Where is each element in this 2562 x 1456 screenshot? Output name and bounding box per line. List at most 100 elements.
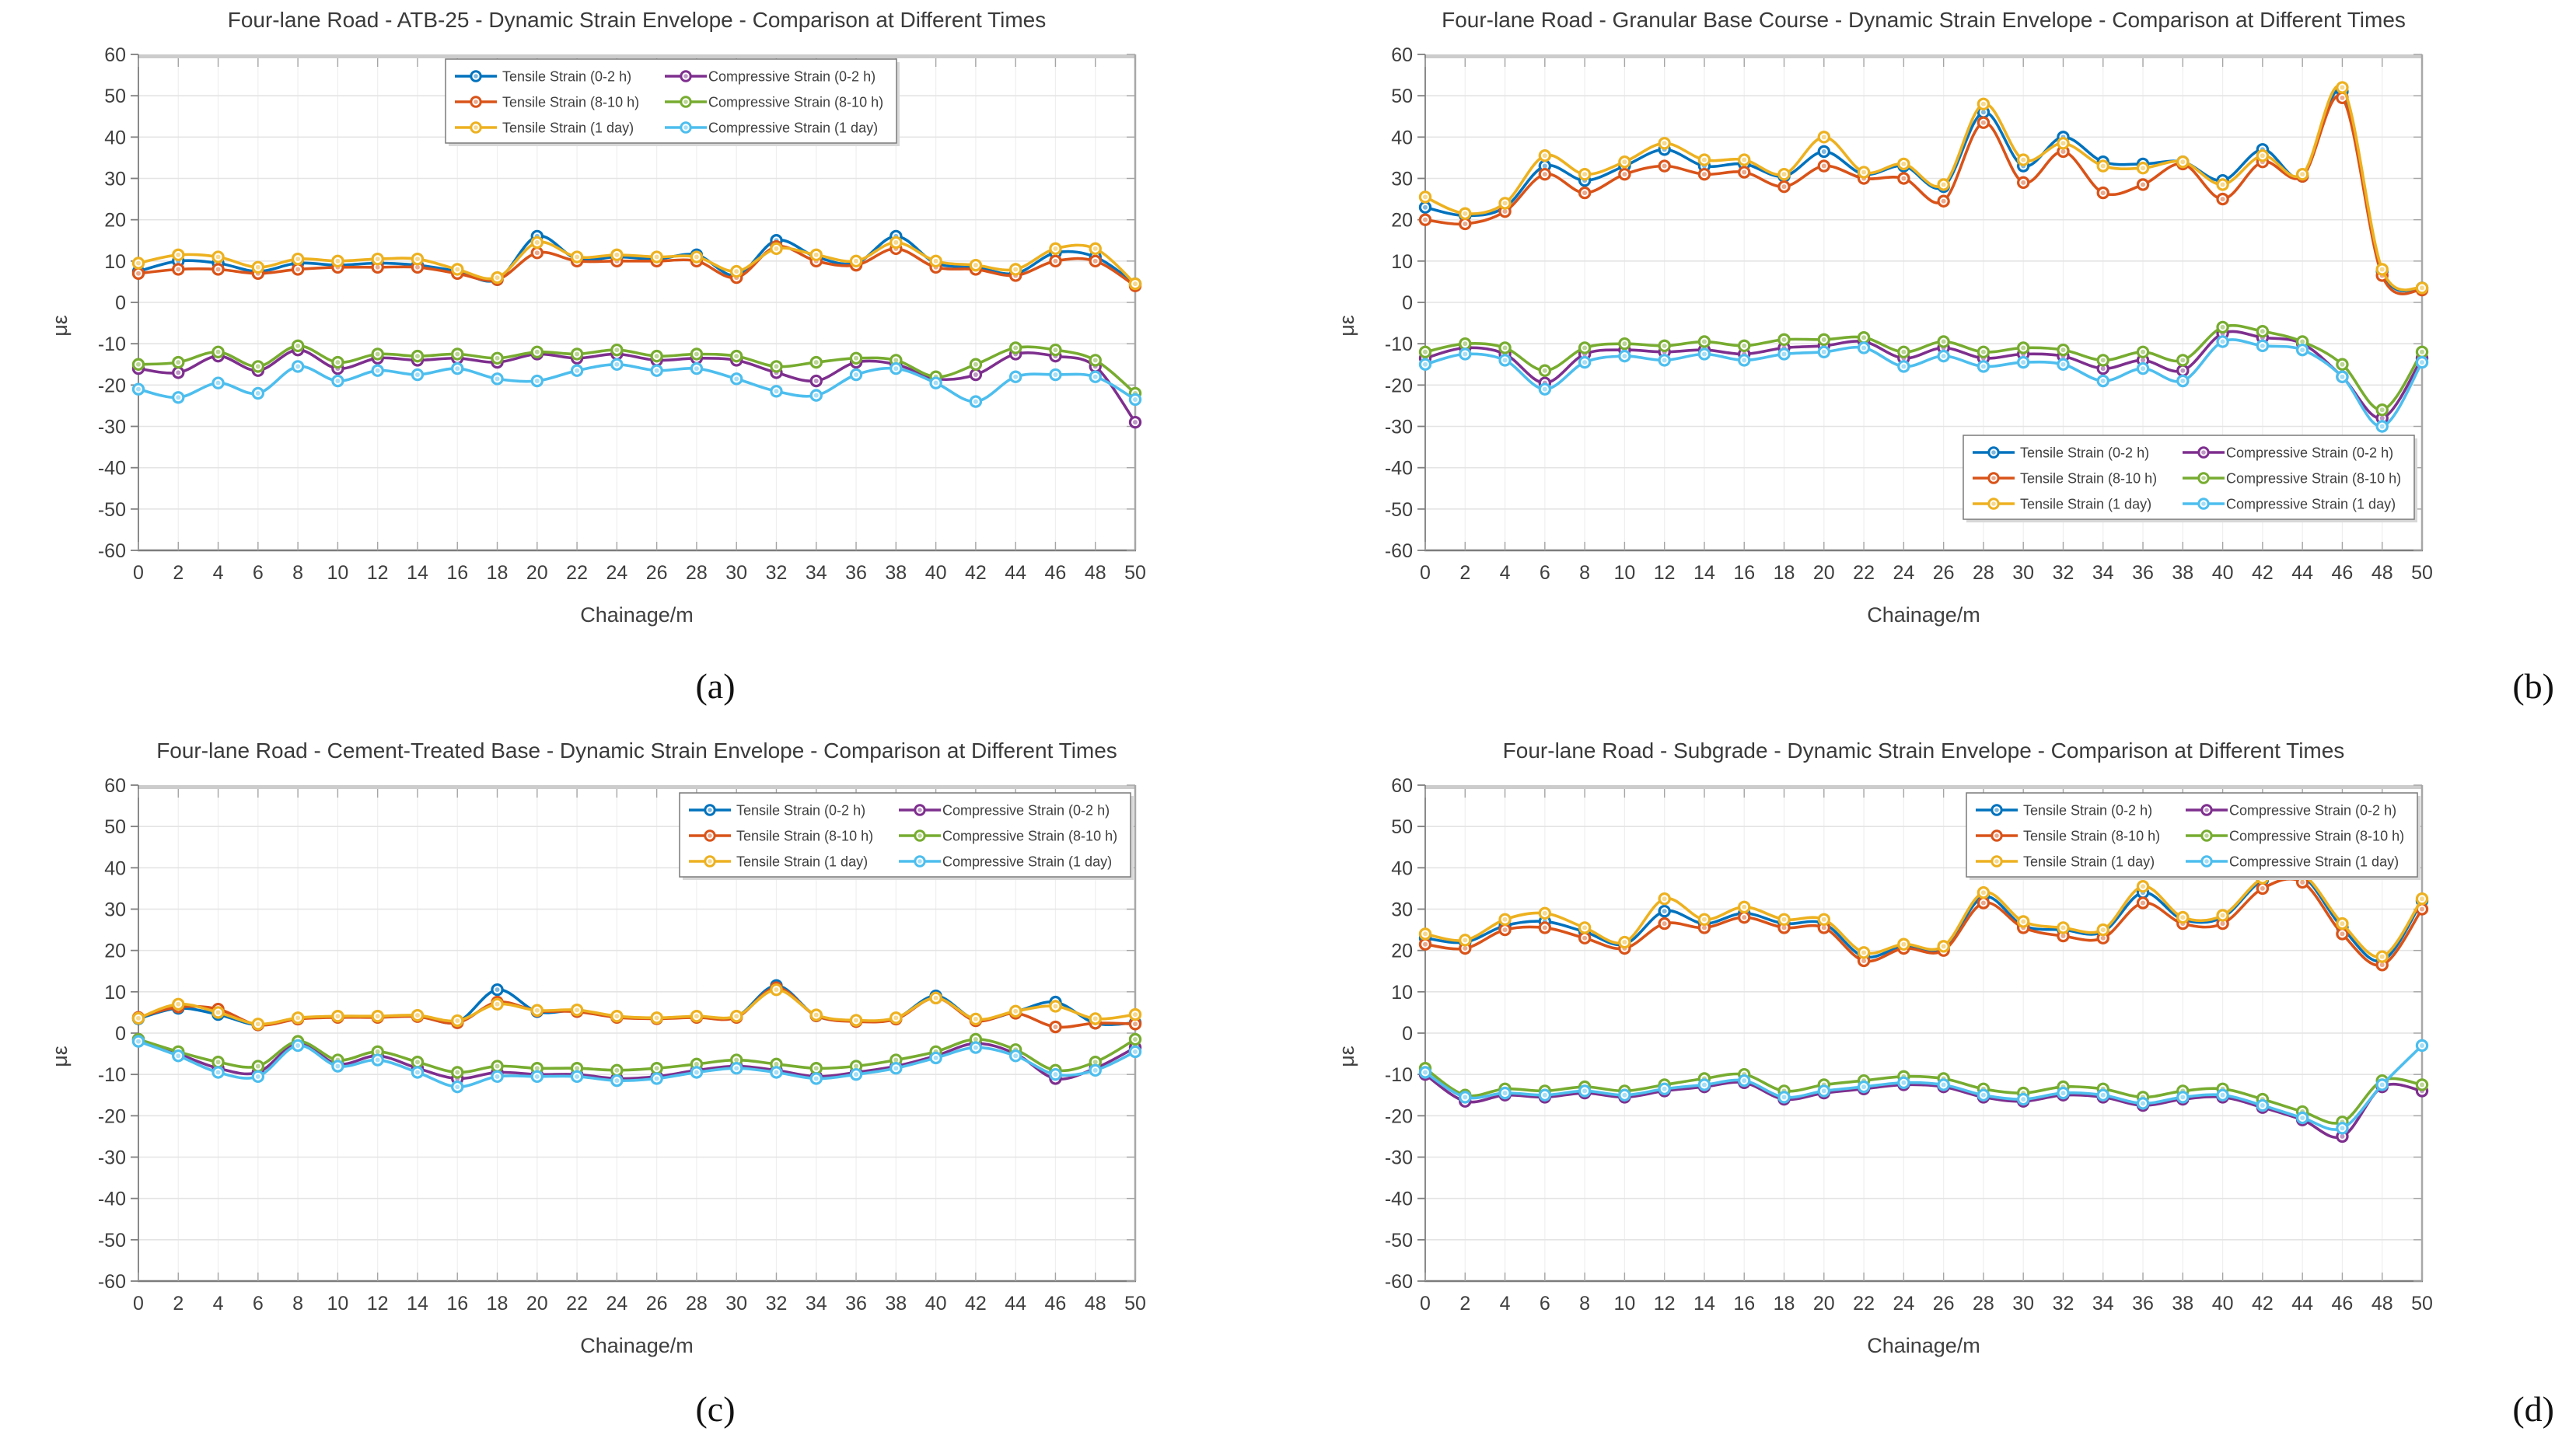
data-point-marker-core bbox=[375, 368, 380, 373]
figure-panel-d: Four-lane Road - Subgrade - Dynamic Stra… bbox=[1306, 731, 2562, 1415]
x-tick-label: 36 bbox=[2132, 1293, 2154, 1315]
data-point-marker-core bbox=[1053, 1025, 1058, 1030]
data-point-marker-core bbox=[455, 366, 460, 372]
data-point-marker-core bbox=[694, 366, 699, 372]
legend-marker-core bbox=[1991, 476, 1996, 480]
series-tensile-strain-8-10-h bbox=[1418, 91, 2429, 297]
x-tick-label: 28 bbox=[1973, 1293, 1994, 1315]
legend-label: Tensile Strain (0-2 h) bbox=[736, 803, 865, 819]
data-point-marker-core bbox=[1013, 1008, 1019, 1014]
data-point-marker-core bbox=[1423, 931, 1428, 937]
legend-marker-core bbox=[708, 833, 712, 838]
data-point-marker-core bbox=[1053, 372, 1058, 378]
data-point-marker-core bbox=[893, 1066, 899, 1071]
x-tick-label: 40 bbox=[2212, 562, 2234, 584]
data-point-marker-core bbox=[1821, 1088, 1826, 1094]
legend-label: Compressive Strain (0-2 h) bbox=[2226, 445, 2393, 461]
y-tick-label: -50 bbox=[98, 1230, 126, 1252]
x-tick-label: 26 bbox=[1933, 562, 1955, 584]
series-compressive-strain-1-day bbox=[1418, 1039, 2429, 1135]
x-tick-label: 40 bbox=[925, 1293, 947, 1315]
data-point-marker-core bbox=[335, 258, 341, 264]
data-point-marker-core bbox=[1821, 349, 1826, 354]
x-tick-label: 32 bbox=[2053, 562, 2074, 584]
y-tick-label: -40 bbox=[1385, 1189, 1413, 1210]
legend-marker-core bbox=[683, 125, 688, 130]
data-point-marker-core bbox=[575, 368, 580, 373]
data-point-marker-core bbox=[694, 1014, 699, 1019]
data-point-marker-core bbox=[2260, 1103, 2265, 1109]
data-point-marker-core bbox=[1662, 358, 1667, 363]
data-point-marker-core bbox=[375, 1049, 380, 1054]
data-point-marker-core bbox=[495, 376, 500, 382]
data-point-marker-core bbox=[2420, 906, 2424, 912]
data-point-marker-core bbox=[2021, 180, 2026, 185]
data-point-marker-core bbox=[654, 1015, 659, 1021]
data-point-marker-core bbox=[1742, 343, 1747, 348]
data-point-marker-core bbox=[176, 267, 181, 272]
data-point-marker-core bbox=[1941, 944, 1946, 949]
x-tick-label: 14 bbox=[407, 1293, 428, 1315]
legend-entry-compressive-strain-1-day: Compressive Strain (1 day) bbox=[2186, 854, 2399, 870]
data-point-marker-core bbox=[1901, 176, 1907, 181]
x-tick-label: 4 bbox=[1500, 1293, 1511, 1315]
data-point-marker-core bbox=[1133, 396, 1138, 402]
x-tick-label: 14 bbox=[1693, 562, 1715, 584]
caption-d: (d) bbox=[2512, 1389, 2554, 1429]
data-point-marker-core bbox=[813, 379, 819, 384]
data-point-marker-core bbox=[255, 264, 260, 270]
x-tick-label: 46 bbox=[1045, 562, 1067, 584]
data-point-marker-core bbox=[2340, 95, 2345, 100]
data-point-marker-core bbox=[1861, 950, 1867, 955]
data-point-marker-core bbox=[1980, 349, 1986, 354]
data-point-marker-core bbox=[375, 264, 380, 270]
x-tick-label: 12 bbox=[1654, 1293, 1676, 1315]
data-point-marker-core bbox=[495, 1074, 500, 1079]
series-line bbox=[1424, 94, 2424, 295]
legend-label: Tensile Strain (1 day) bbox=[502, 120, 634, 136]
data-point-marker-core bbox=[854, 1072, 859, 1077]
y-tick-label: -30 bbox=[1385, 417, 1413, 438]
data-point-marker-core bbox=[2340, 1133, 2345, 1139]
data-point-marker-core bbox=[694, 1070, 699, 1075]
data-point-marker-core bbox=[215, 349, 221, 354]
y-tick-label: 60 bbox=[1391, 775, 1413, 797]
x-tick-label: 34 bbox=[806, 1293, 827, 1315]
data-point-marker-core bbox=[414, 1070, 420, 1075]
y-tick-label: -60 bbox=[98, 1271, 126, 1293]
y-axis-label: με bbox=[48, 1046, 72, 1067]
y-tick-label: 20 bbox=[1391, 210, 1413, 232]
data-point-marker-core bbox=[295, 267, 301, 272]
x-tick-label: 20 bbox=[526, 562, 548, 584]
data-point-marker-core bbox=[2060, 925, 2066, 931]
data-point-marker-core bbox=[1622, 341, 1627, 347]
x-axis-label: Chainage/m bbox=[1867, 603, 1980, 627]
legend-entry-tensile-strain-1-day: Tensile Strain (1 day) bbox=[1976, 854, 2155, 870]
data-point-marker-core bbox=[1133, 1021, 1138, 1027]
data-point-marker-core bbox=[1542, 1092, 1547, 1098]
data-point-marker-core bbox=[1901, 349, 1907, 354]
data-point-marker-core bbox=[2340, 921, 2345, 927]
data-point-marker-core bbox=[1582, 935, 1588, 941]
data-point-marker-core bbox=[734, 269, 739, 274]
axes bbox=[1417, 784, 2424, 1283]
series-line bbox=[137, 986, 1137, 1029]
axis-text: 0 2 4 6 8 10 12 14 16 18 20 22 24 26 28 30 32 34 36 38 40 42 4… bbox=[1335, 44, 2433, 627]
data-point-marker-core bbox=[2420, 360, 2424, 365]
figure-panel-b: Four-lane Road - Granular Base Course - … bbox=[1306, 0, 2562, 684]
data-point-marker-core bbox=[614, 347, 620, 353]
data-point-marker-core bbox=[1502, 201, 1508, 206]
y-tick-label: 10 bbox=[104, 982, 126, 1004]
data-point-marker-core bbox=[2379, 424, 2385, 429]
data-point-marker-core bbox=[1053, 246, 1058, 251]
data-point-marker-core bbox=[2220, 182, 2225, 187]
data-point-marker-core bbox=[734, 1066, 739, 1071]
x-tick-label: 36 bbox=[2132, 562, 2154, 584]
data-point-marker-core bbox=[1542, 925, 1547, 931]
y-tick-label: -60 bbox=[98, 540, 126, 562]
x-tick-label: 4 bbox=[1500, 562, 1511, 584]
figure-panel-c: Four-lane Road - Cement-Treated Base - D… bbox=[0, 731, 1244, 1415]
legend-marker-core bbox=[2201, 450, 2206, 455]
data-point-marker-core bbox=[455, 1070, 460, 1075]
x-tick-label: 18 bbox=[1774, 1293, 1795, 1315]
